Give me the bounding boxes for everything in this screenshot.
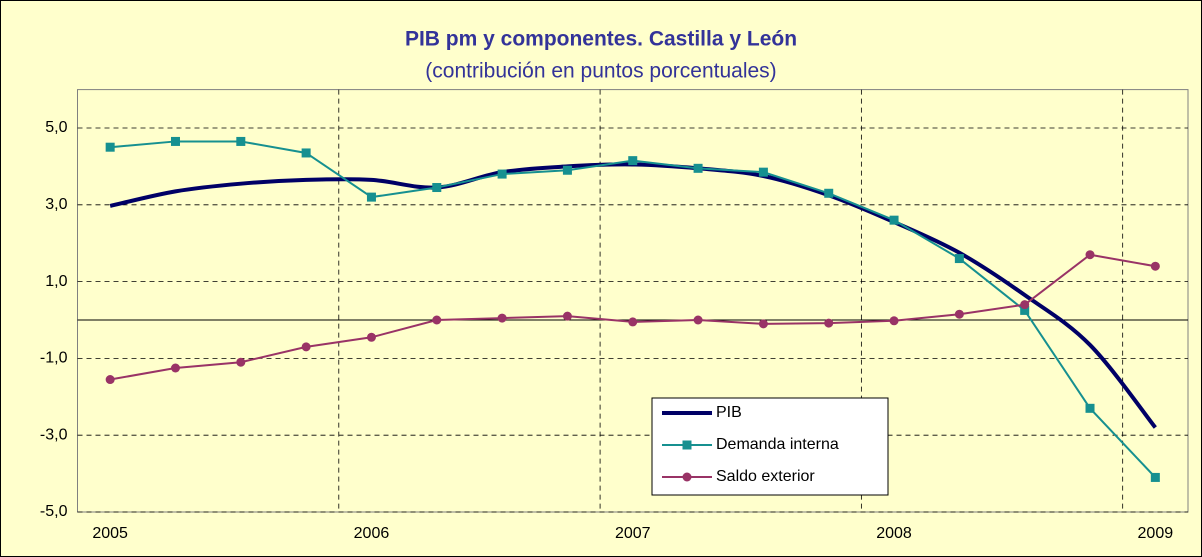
x-tick-label: 2009 xyxy=(1138,525,1174,542)
marker xyxy=(170,363,180,373)
chart-title: PIB pm y componentes. Castilla y León xyxy=(405,28,797,51)
legend-label: Saldo exterior xyxy=(716,468,815,485)
x-tick-label: 2006 xyxy=(354,525,390,542)
marker xyxy=(628,317,638,327)
legend-label: PIB xyxy=(716,404,742,421)
x-tick-label: 2007 xyxy=(615,525,651,542)
x-tick-label: 2005 xyxy=(92,525,128,542)
marker xyxy=(824,318,834,328)
marker xyxy=(889,215,899,225)
marker xyxy=(562,311,572,321)
marker xyxy=(889,316,899,326)
marker xyxy=(824,188,834,198)
marker xyxy=(497,313,507,323)
marker xyxy=(1150,261,1160,271)
y-tick-label: 3,0 xyxy=(45,196,67,213)
x-tick-label: 2008 xyxy=(876,525,912,542)
legend: PIB Demanda interna Saldo exterior xyxy=(651,397,889,496)
marker xyxy=(1085,403,1095,413)
y-tick-label: 1,0 xyxy=(45,273,67,290)
y-tick-label: 5,0 xyxy=(45,119,67,136)
marker xyxy=(432,315,442,325)
legend-marker xyxy=(682,440,692,450)
marker xyxy=(758,319,768,329)
marker xyxy=(1020,300,1030,310)
chart-subtitle: (contribución en puntos porcentuales) xyxy=(425,60,776,83)
legend-label: Demanda interna xyxy=(716,436,839,453)
marker xyxy=(954,254,964,264)
y-tick-label: -1,0 xyxy=(40,350,68,367)
y-tick-label: -3,0 xyxy=(40,426,68,443)
marker xyxy=(954,309,964,319)
plot-area xyxy=(77,89,1189,513)
marker xyxy=(236,136,246,146)
marker xyxy=(1150,472,1160,482)
marker xyxy=(105,375,115,385)
y-tick-label: -5,0 xyxy=(40,503,68,520)
marker xyxy=(366,192,376,202)
marker xyxy=(693,315,703,325)
marker xyxy=(432,183,442,193)
marker xyxy=(693,163,703,173)
legend-marker xyxy=(682,472,692,482)
marker xyxy=(562,165,572,175)
marker xyxy=(1020,305,1030,315)
marker xyxy=(105,142,115,152)
marker xyxy=(758,167,768,177)
marker xyxy=(236,357,246,367)
marker xyxy=(497,169,507,179)
marker xyxy=(170,136,180,146)
marker xyxy=(301,342,311,352)
marker xyxy=(1085,250,1095,260)
marker xyxy=(366,332,376,342)
marker xyxy=(301,148,311,158)
marker xyxy=(628,156,638,166)
